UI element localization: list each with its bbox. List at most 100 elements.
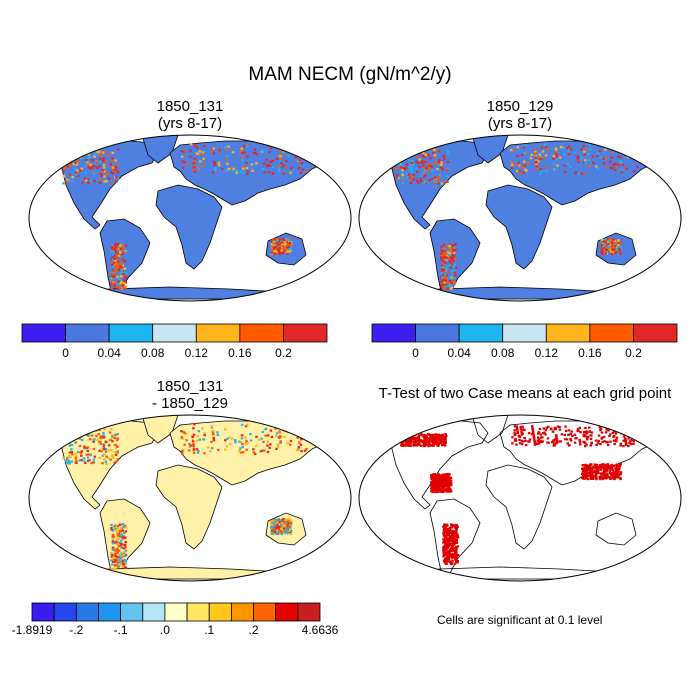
grid-cell bbox=[624, 442, 628, 445]
grid-cell bbox=[518, 442, 522, 445]
grid-cell bbox=[443, 551, 446, 554]
grid-cell bbox=[601, 466, 604, 469]
grid-cell bbox=[552, 155, 556, 158]
grid-cell bbox=[280, 519, 283, 522]
grid-cell bbox=[246, 143, 249, 146]
grid-cell bbox=[443, 544, 447, 547]
grid-cell bbox=[63, 434, 66, 437]
grid-cell bbox=[92, 165, 96, 168]
grid-cell bbox=[93, 428, 97, 431]
grid-cell bbox=[276, 520, 280, 523]
grid-cell bbox=[268, 446, 271, 449]
grid-cell bbox=[619, 252, 622, 255]
grid-cell bbox=[438, 438, 441, 441]
grid-cell bbox=[422, 443, 426, 446]
grid-cell bbox=[437, 486, 441, 489]
grid-cell bbox=[120, 535, 123, 538]
grid-cell bbox=[116, 524, 120, 528]
grid-cell bbox=[554, 427, 557, 430]
grid-cell bbox=[73, 435, 77, 438]
grid-cell bbox=[555, 158, 559, 161]
grid-cell bbox=[630, 427, 633, 430]
grid-cell bbox=[584, 442, 587, 445]
grid-cell bbox=[587, 143, 591, 146]
grid-cell bbox=[75, 162, 79, 165]
grid-cell bbox=[409, 165, 412, 168]
grid-cell bbox=[226, 155, 229, 158]
grid-cell bbox=[453, 243, 456, 247]
grid-cell bbox=[87, 459, 90, 462]
grid-cell bbox=[124, 526, 128, 529]
grid-cell bbox=[123, 554, 127, 557]
grid-cell bbox=[64, 459, 67, 463]
colorbar-tick-label: 0.04 bbox=[447, 346, 471, 360]
grid-cell bbox=[648, 425, 651, 428]
grid-cell bbox=[109, 458, 112, 461]
grid-cell bbox=[545, 426, 548, 429]
grid-cell bbox=[576, 157, 580, 160]
grid-cell bbox=[582, 476, 585, 480]
grid-cell bbox=[224, 448, 227, 451]
grid-cell bbox=[273, 525, 276, 528]
grid-cell bbox=[239, 447, 242, 450]
grid-cell bbox=[117, 549, 121, 552]
grid-cell bbox=[521, 425, 524, 428]
grid-cell bbox=[447, 482, 451, 485]
grid-cell bbox=[277, 424, 281, 427]
grid-cell bbox=[627, 426, 631, 429]
grid-cell bbox=[533, 148, 537, 151]
grid-cell bbox=[115, 439, 119, 442]
grid-cell bbox=[110, 553, 114, 556]
grid-cell bbox=[619, 473, 622, 476]
grid-cell bbox=[587, 468, 590, 471]
grid-cell bbox=[116, 527, 119, 530]
grid-cell bbox=[86, 163, 90, 166]
grid-cell bbox=[621, 426, 624, 429]
grid-cell bbox=[622, 439, 625, 442]
grid-cell bbox=[443, 489, 446, 492]
grid-cell bbox=[425, 435, 429, 438]
grid-cell bbox=[559, 146, 563, 149]
grid-cell bbox=[416, 162, 420, 165]
grid-cell bbox=[123, 250, 127, 254]
grid-cell bbox=[516, 146, 519, 149]
grid-cell bbox=[564, 438, 567, 441]
grid-cell bbox=[443, 255, 446, 258]
grid-cell bbox=[448, 245, 451, 248]
grid-cell bbox=[84, 158, 88, 162]
grid-cell bbox=[114, 166, 118, 169]
grid-cell bbox=[453, 556, 457, 559]
colorbar-tick-label: 0.08 bbox=[141, 346, 165, 360]
grid-cell bbox=[441, 266, 445, 269]
grid-cell bbox=[66, 153, 70, 156]
grid-cell bbox=[102, 434, 105, 437]
grid-cell bbox=[197, 450, 200, 453]
grid-cell bbox=[616, 165, 619, 168]
grid-cell bbox=[445, 268, 448, 271]
grid-cell bbox=[602, 470, 606, 473]
grid-cell bbox=[440, 280, 443, 283]
grid-cell bbox=[117, 542, 120, 545]
grid-cell bbox=[456, 525, 459, 528]
grid-cell bbox=[441, 485, 444, 488]
grid-cell bbox=[70, 180, 74, 183]
grid-cell bbox=[582, 469, 585, 472]
grid-cell bbox=[516, 431, 519, 434]
grid-cell bbox=[452, 555, 455, 559]
grid-cell bbox=[600, 463, 603, 466]
grid-cell bbox=[98, 181, 102, 184]
grid-cell bbox=[446, 542, 449, 545]
grid-cell bbox=[592, 465, 595, 468]
grid-cell bbox=[408, 176, 412, 179]
grid-cell bbox=[282, 238, 285, 241]
grid-cell bbox=[111, 548, 115, 551]
grid-cell bbox=[270, 529, 274, 532]
grid-cell bbox=[210, 425, 214, 428]
grid-cell bbox=[255, 435, 258, 438]
grid-cell bbox=[394, 159, 398, 162]
grid-cell bbox=[446, 180, 449, 183]
grid-cell bbox=[293, 149, 297, 152]
grid-cell bbox=[450, 532, 454, 535]
grid-cell bbox=[285, 530, 289, 533]
grid-cell bbox=[436, 482, 439, 485]
